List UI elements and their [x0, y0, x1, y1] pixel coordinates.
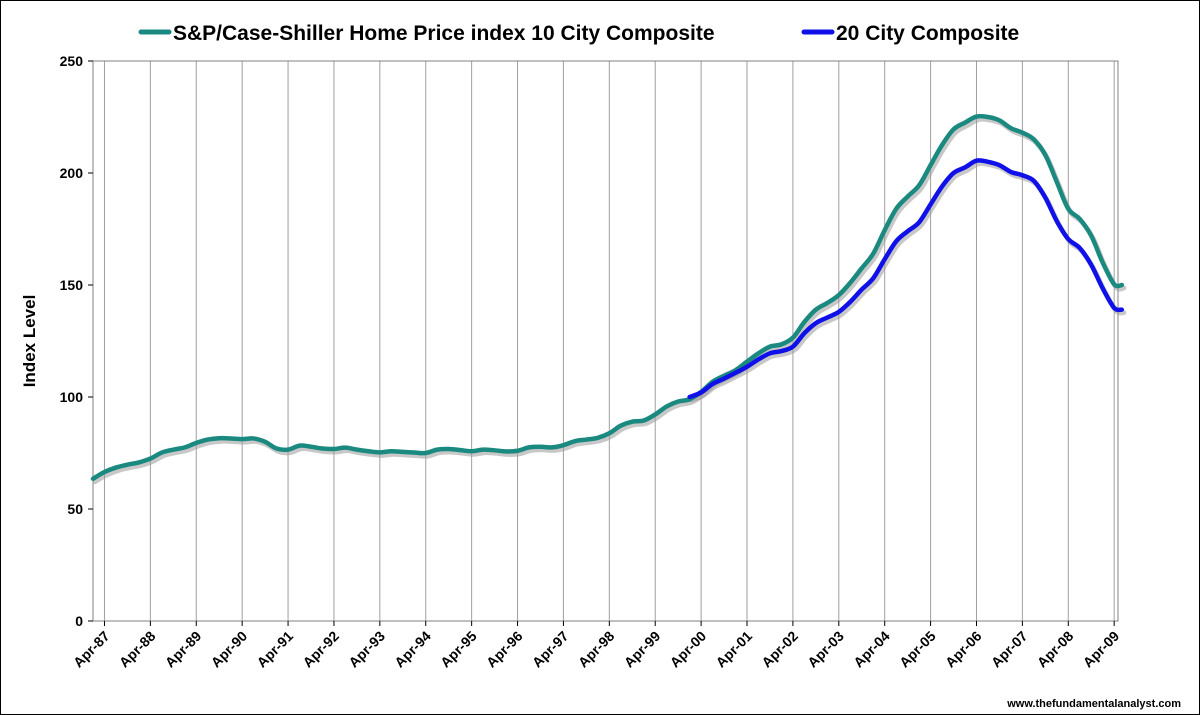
y-tick-label: 50 [67, 501, 83, 517]
x-tick-label: Apr-97 [529, 628, 572, 671]
x-tick-label: Apr-91 [253, 628, 296, 671]
x-tick-label: Apr-96 [483, 628, 526, 671]
y-tick-label: 0 [75, 613, 83, 629]
y-tick-label: 100 [60, 389, 84, 405]
x-tick-label: Apr-02 [758, 628, 801, 671]
series-layer [90, 113, 1127, 485]
x-tick-label: Apr-06 [942, 628, 985, 671]
y-tick-label: 250 [60, 53, 84, 69]
y-axis: 0 50 100 150 200 250 [60, 53, 93, 629]
series-line-20-city [687, 158, 1125, 400]
x-tick-label: Apr-92 [299, 628, 342, 671]
series-line-10-city [90, 113, 1125, 482]
x-tick-label: Apr-03 [804, 628, 847, 671]
y-tick-label: 200 [60, 165, 84, 181]
gridlines [103, 61, 1115, 621]
x-tick-label: Apr-93 [345, 628, 388, 671]
legend-label-10-city: S&P/Case-Shiller Home Price index 10 Cit… [173, 22, 715, 45]
y-axis-title: Index Level [20, 295, 39, 388]
x-tick-label: Apr-05 [896, 628, 939, 671]
x-tick-label: Apr-04 [850, 628, 893, 671]
x-tick-label: Apr-98 [575, 628, 618, 671]
x-tick-label: Apr-07 [988, 628, 1031, 671]
x-tick-label: Apr-94 [391, 628, 434, 671]
x-axis: Apr-87 Apr-88 Apr-89 Apr-90 Apr-91 Apr-92 Apr-… [70, 621, 1123, 671]
x-tick-label: Apr-99 [621, 628, 664, 671]
x-tick-label: Apr-89 [162, 628, 205, 671]
y-tick-label: 150 [60, 277, 84, 293]
plot-area [92, 60, 1119, 622]
x-tick-label: Apr-00 [667, 628, 710, 671]
x-tick-label: Apr-08 [1034, 628, 1077, 671]
legend: S&P/Case-Shiller Home Price index 10 Cit… [138, 22, 1019, 45]
x-tick-label: Apr-87 [70, 628, 113, 671]
legend-label-20-city: 20 City Composite [836, 22, 1019, 45]
source-credit: www.thefundamentalanalyst.com [1006, 698, 1181, 710]
x-tick-label: Apr-09 [1080, 628, 1123, 671]
x-tick-label: Apr-01 [712, 628, 755, 671]
x-tick-label: Apr-95 [437, 628, 480, 671]
x-tick-label: Apr-88 [116, 628, 159, 671]
x-tick-label: Apr-90 [208, 628, 251, 671]
